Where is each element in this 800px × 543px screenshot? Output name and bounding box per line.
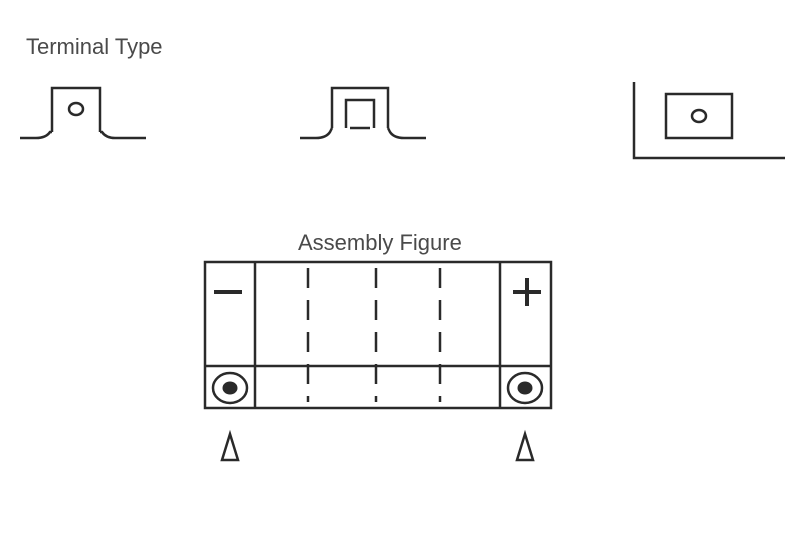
diagram-page: Terminal Type Assembly Figure: [0, 0, 800, 543]
assembly-figure: [0, 0, 800, 543]
